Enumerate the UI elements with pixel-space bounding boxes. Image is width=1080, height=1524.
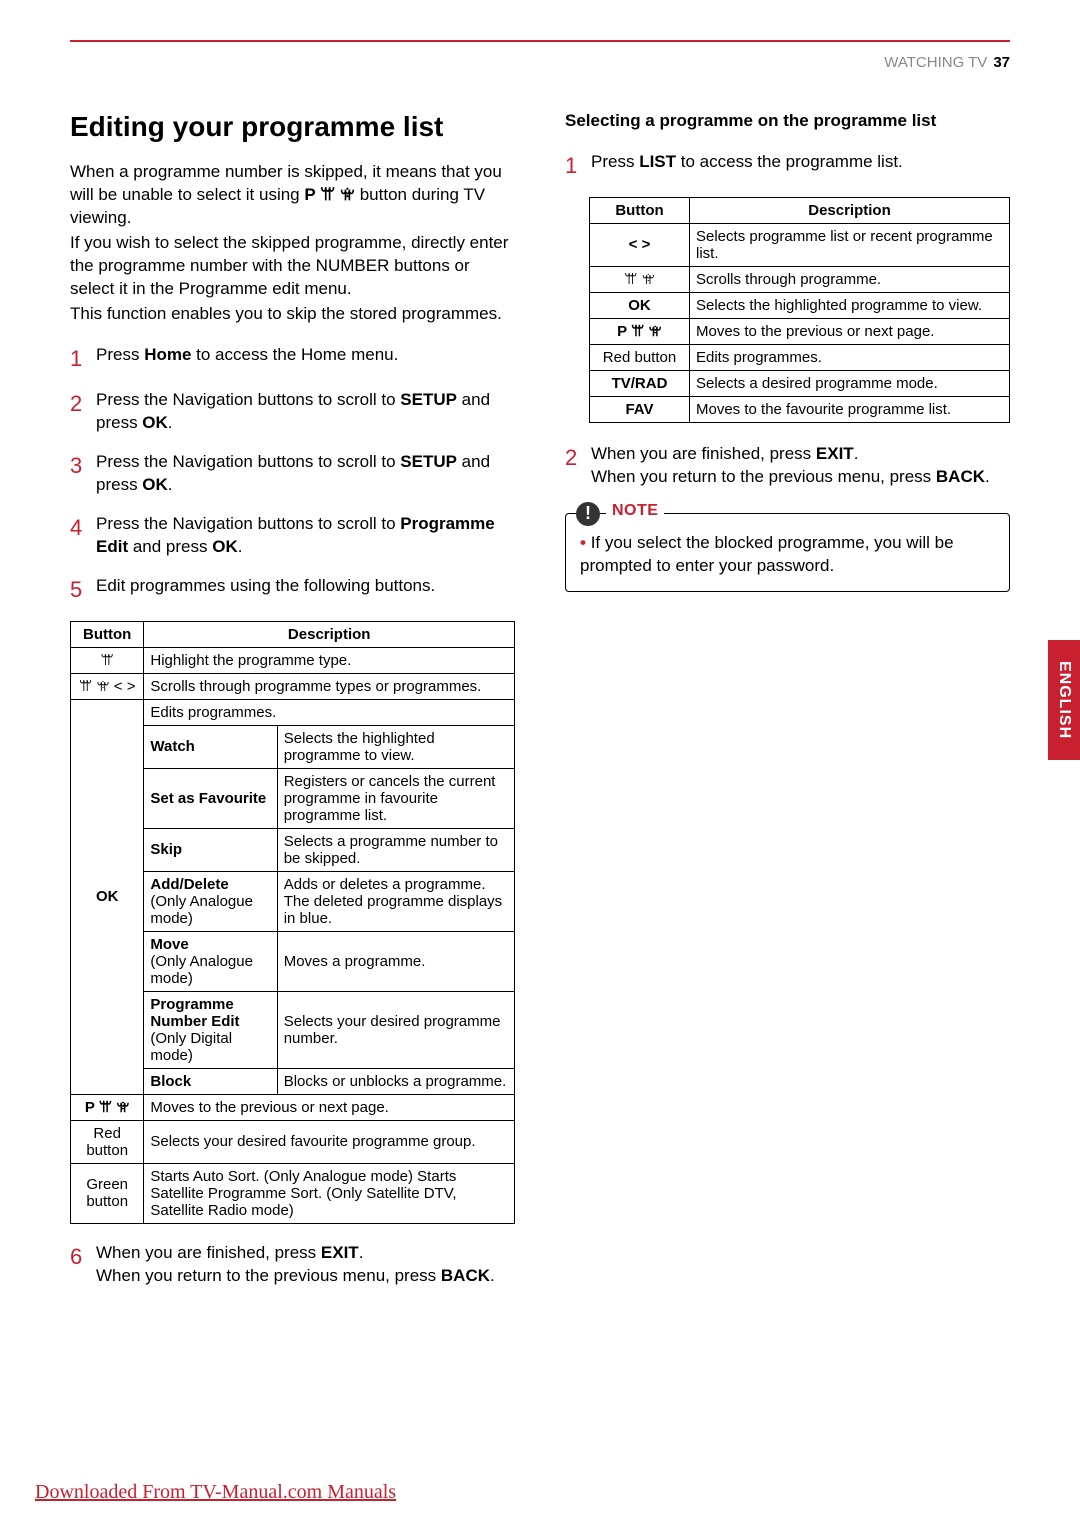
step-item: 2 Press the Navigation buttons to scroll… [70,389,515,435]
language-tab: ENGLISH [1048,640,1080,760]
table-row: OK Edits programmes. [71,699,515,725]
section-label: WATCHING TV [884,54,987,71]
info-icon: ! [576,502,600,526]
note-label: NOTE [606,502,664,520]
table-header-row: Button Description [590,197,1010,223]
table-row: < >Selects programme list or recent prog… [590,223,1010,266]
steps-list: 1 Press LIST to access the programme lis… [565,151,1010,181]
note-list: If you select the blocked programme, you… [580,532,995,578]
note-box: ! NOTE If you select the blocked program… [565,513,1010,593]
section-title: Editing your programme list [70,111,515,143]
button-table: Button Description ꕌ Highlight the progr… [70,621,515,1224]
table-row: P ꕌ ꕍMoves to the previous or next page. [590,318,1010,344]
col-header: Description [144,621,515,647]
col-header: Button [71,621,144,647]
page-number: 37 [993,54,1010,71]
page: WATCHING TV 37 Editing your programme li… [0,0,1080,1323]
table-row: ꕌ Highlight the programme type. [71,647,515,673]
table-row: TV/RADSelects a desired programme mode. [590,370,1010,396]
steps-list: 2 When you are finished, press EXIT.When… [565,443,1010,489]
note-item: If you select the blocked programme, you… [580,532,995,578]
button-table: Button Description < >Selects programme … [589,197,1010,423]
table-row: ꕌ ꕍScrolls through programme. [590,266,1010,292]
table-row: ꕌ ꕍ < > Scrolls through programme types … [71,673,515,699]
header-rule [70,40,1010,42]
step-item: 3 Press the Navigation buttons to scroll… [70,451,515,497]
table-header-row: Button Description [71,621,515,647]
step-item: 1 Press LIST to access the programme lis… [565,151,1010,181]
step-item: 2 When you are finished, press EXIT.When… [565,443,1010,489]
step-item: 4 Press the Navigation buttons to scroll… [70,513,515,559]
col-header: Button [590,197,690,223]
table-row: Red button Selects your desired favourit… [71,1120,515,1163]
subhead: Selecting a programme on the programme l… [565,111,1010,131]
table-row: OKSelects the highlighted programme to v… [590,292,1010,318]
right-column: Selecting a programme on the programme l… [565,111,1010,1303]
step-item: 5 Edit programmes using the following bu… [70,575,515,605]
footer-link[interactable]: Downloaded From TV-Manual.com Manuals [35,1481,396,1504]
table-row: FAVMoves to the favourite programme list… [590,396,1010,422]
table-row: P ꕌ ꕍ Moves to the previous or next page… [71,1094,515,1120]
col-header: Description [690,197,1010,223]
step-item: 1 Press Home to access the Home menu. [70,344,515,374]
table-row: Red buttonEdits programmes. [590,344,1010,370]
page-header: WATCHING TV 37 [70,54,1010,71]
table-row: Green button Starts Auto Sort. (Only Ana… [71,1163,515,1223]
steps-list: 6 When you are finished, press EXIT.When… [70,1242,515,1288]
intro-para: If you wish to select the skipped progra… [70,232,515,301]
step-item: 6 When you are finished, press EXIT.When… [70,1242,515,1288]
steps-list: 1 Press Home to access the Home menu. 2 … [70,344,515,605]
intro-para: When a programme number is skipped, it m… [70,161,515,230]
columns: Editing your programme list When a progr… [70,111,1010,1303]
left-column: Editing your programme list When a progr… [70,111,515,1303]
intro-para: This function enables you to skip the st… [70,303,515,326]
